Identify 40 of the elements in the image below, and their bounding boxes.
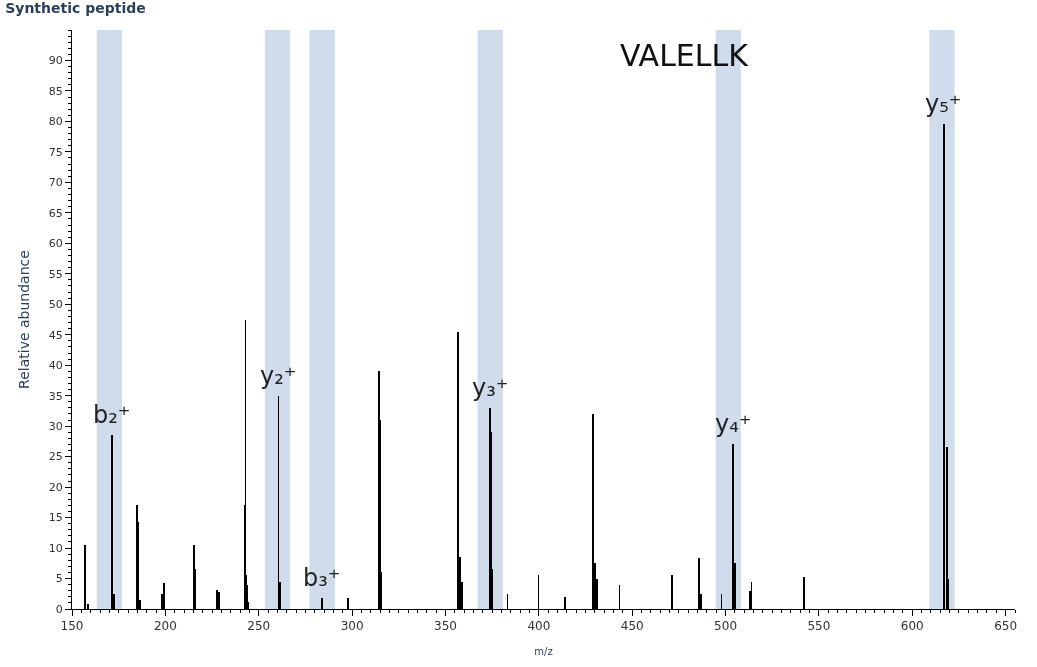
x-tick-label: 600 — [900, 619, 924, 634]
y-tick-label: 55 — [48, 267, 63, 281]
annotation: VALELLK — [620, 38, 750, 73]
y-tick-label: 35 — [48, 389, 63, 403]
y-tick-label: 20 — [48, 480, 63, 494]
y-tick-label: 45 — [48, 328, 63, 342]
x-tick-label: 200 — [153, 619, 177, 634]
y-tick-label: 85 — [48, 84, 63, 98]
x-tick-label: 350 — [434, 619, 457, 634]
annotation: y₂⁺ — [260, 362, 297, 390]
y-axis-title: Relative abundance — [16, 250, 33, 389]
y-tick-label: 40 — [48, 359, 63, 373]
x-tick-label: 550 — [807, 619, 831, 634]
annotation: y₃⁺ — [472, 374, 509, 402]
y-tick-label: 0 — [55, 602, 63, 616]
x-tick-label: 300 — [340, 619, 364, 634]
annotation: y₅⁺ — [925, 90, 962, 118]
x-axis-title: m/z — [534, 645, 553, 657]
y-tick-label: 80 — [48, 115, 63, 129]
x-tick-label: 150 — [60, 619, 84, 634]
y-tick-label: 15 — [48, 511, 63, 525]
y-tick-label: 70 — [48, 176, 63, 190]
y-tick-label: 10 — [48, 541, 63, 555]
y-tick-label: 65 — [48, 206, 63, 220]
annotation: y₄⁺ — [715, 410, 752, 438]
y-tick-label: 30 — [48, 420, 63, 434]
annotation: b₂⁺ — [93, 401, 131, 429]
y-tick-label: 5 — [55, 572, 63, 586]
chart-title: Synthetic peptide — [5, 0, 146, 17]
y-tick-label: 90 — [48, 54, 63, 68]
x-tick-label: 650 — [994, 619, 1018, 634]
x-tick-label: 400 — [527, 619, 551, 634]
annotation: b₃⁺ — [303, 564, 341, 592]
x-tick-label: 450 — [620, 619, 644, 634]
x-tick-label: 250 — [247, 619, 271, 634]
y-tick-label: 25 — [48, 450, 63, 464]
y-tick-label: 75 — [48, 145, 63, 159]
y-tick-label: 60 — [48, 237, 63, 251]
x-tick-label: 500 — [714, 619, 738, 634]
y-tick-label: 50 — [48, 298, 63, 312]
